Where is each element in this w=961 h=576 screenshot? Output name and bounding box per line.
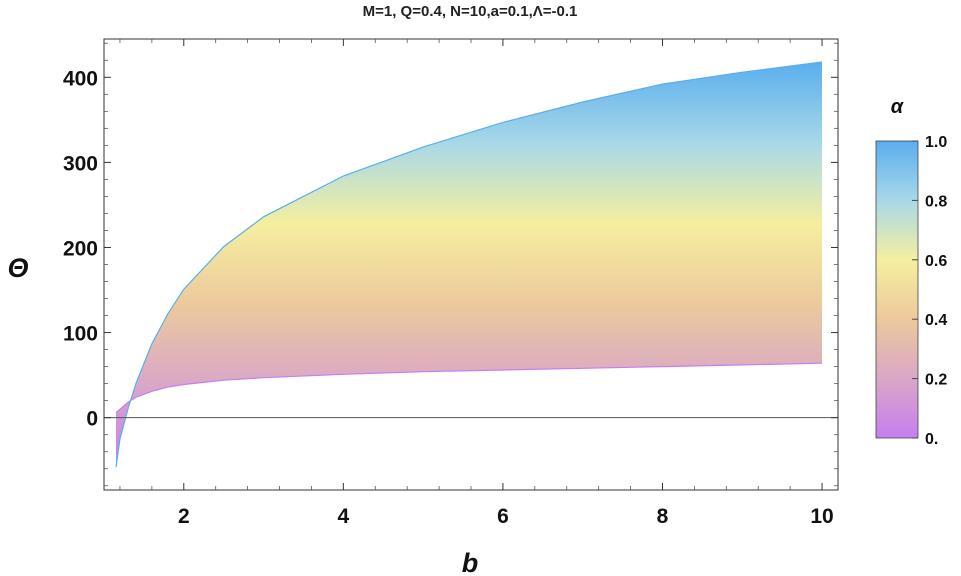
chart-title: M=1, Q=0.4, N=10,a=0.1,Λ=-0.1 bbox=[363, 3, 578, 20]
x-tick-label: 8 bbox=[657, 505, 669, 528]
y-tick-label: 0 bbox=[86, 408, 98, 431]
y-axis-ticks: 0 100 200 300 400 bbox=[63, 42, 838, 487]
colorbar-tick-label: 0.2 bbox=[925, 372, 947, 389]
colorbar: α 0. 0.2 0.4 0.6 0.8 1.0 bbox=[875, 96, 947, 448]
series-alpha-0-curve bbox=[115, 362, 823, 414]
colorbar-tick-label: 0. bbox=[925, 431, 938, 448]
x-tick-label: 2 bbox=[178, 505, 190, 528]
y-tick-label: 200 bbox=[63, 237, 98, 260]
y-tick-label: 400 bbox=[63, 67, 98, 90]
y-tick-label: 100 bbox=[63, 323, 98, 346]
colorbar-title: α bbox=[891, 96, 905, 118]
colorbar-tick-label: 1.0 bbox=[925, 134, 947, 151]
x-tick-label: 4 bbox=[338, 505, 350, 528]
colorbar-tick-label: 0.6 bbox=[925, 253, 947, 270]
colorbar-tick-label: 0.8 bbox=[925, 193, 947, 210]
x-axis-label: b bbox=[462, 548, 479, 576]
colorbar-gradient bbox=[875, 140, 919, 439]
x-tick-label: 10 bbox=[810, 505, 833, 528]
x-tick-label: 6 bbox=[497, 505, 509, 528]
colorbar-tick-label: 0.4 bbox=[925, 312, 947, 329]
x-axis-ticks: 2 4 6 8 10 bbox=[119, 39, 834, 528]
y-tick-label: 300 bbox=[63, 152, 98, 175]
y-axis-label: Θ bbox=[7, 253, 28, 283]
series-alpha-1-curve bbox=[115, 61, 823, 468]
theta-region bbox=[116, 62, 822, 467]
plot-area bbox=[104, 61, 838, 468]
colorbar-ticks: 0. 0.2 0.4 0.6 0.8 1.0 bbox=[912, 134, 947, 448]
